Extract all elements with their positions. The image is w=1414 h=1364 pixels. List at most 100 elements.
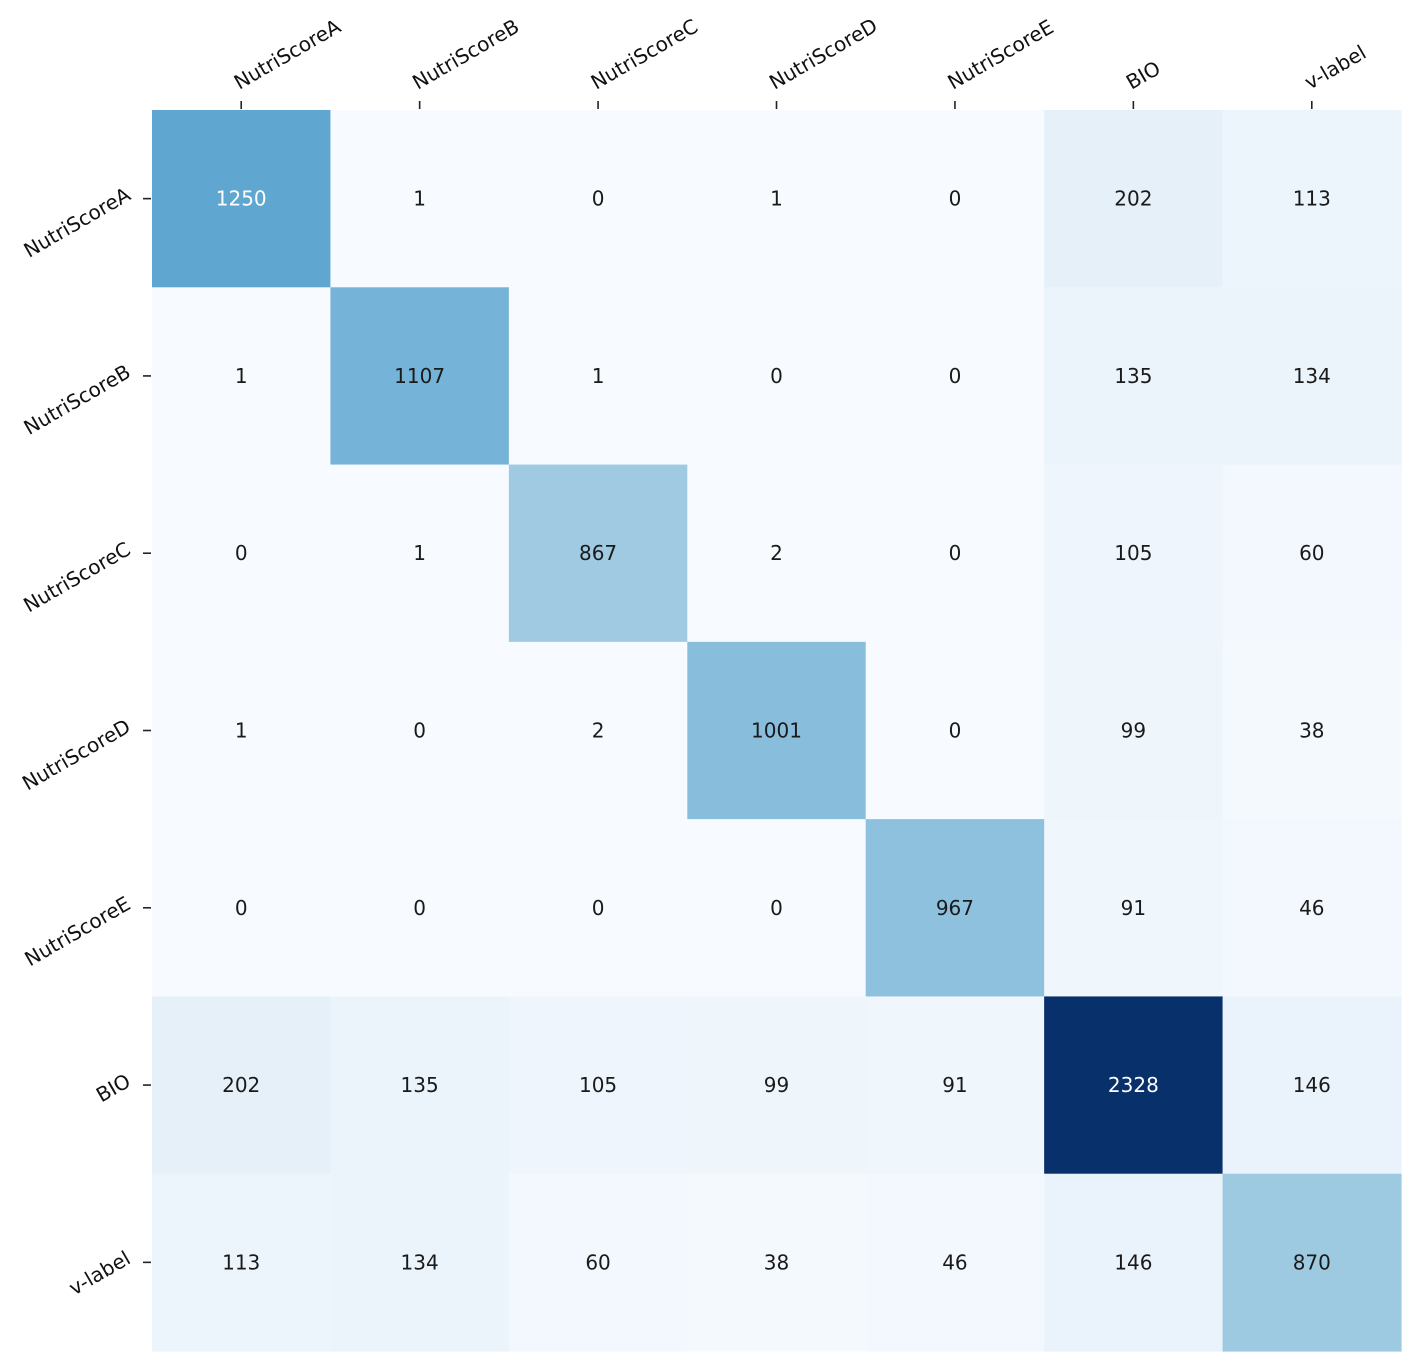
heatmap-cell-nutriscorea-v-label — [1222, 110, 1402, 288]
heatmap-cell-nutriscoree-nutriscoreb — [330, 819, 510, 998]
cell-value-nutriscorec-nutriscorea: 0 — [235, 541, 248, 565]
cell-value-bio-nutriscorea: 202 — [222, 1073, 260, 1097]
heatmap-cell-bio-nutriscoree — [865, 996, 1045, 1175]
heatmap-cell-nutriscorea-nutriscorea — [152, 110, 332, 288]
heatmap-cell-nutriscorec-nutriscorec — [508, 464, 688, 643]
heatmap-cell-nutriscored-v-label — [1222, 641, 1402, 820]
heatmap-cell-nutriscored-nutriscorec — [508, 641, 688, 820]
y-tick-label-nutriscorea: NutriScoreA — [19, 182, 134, 262]
heatmap-cell-v-label-v-label — [1222, 1173, 1402, 1352]
cell-value-nutriscored-nutriscoree: 0 — [949, 719, 962, 743]
heatmap-cell-bio-v-label — [1222, 996, 1402, 1175]
cell-value-nutriscorea-nutriscored: 1 — [770, 187, 783, 211]
cell-value-v-label-nutriscorec: 60 — [585, 1250, 610, 1274]
heatmap-cell-nutriscorec-nutriscoree — [865, 464, 1045, 643]
cell-value-nutriscorea-nutriscoreb: 1 — [413, 187, 426, 211]
heatmap-cell-nutriscorec-nutriscoreb — [330, 464, 510, 643]
heatmap-cell-nutriscorec-bio — [1044, 464, 1224, 643]
heatmap-cell-nutriscoreb-bio — [1044, 287, 1224, 466]
cell-value-nutriscoreb-v-label: 134 — [1293, 364, 1331, 388]
y-tick-label-nutriscorec: NutriScoreC — [19, 537, 134, 617]
x-tick-label-v-label: v-label — [1300, 40, 1370, 94]
cell-value-nutriscoree-nutriscoreb: 0 — [413, 896, 426, 920]
heatmap-cell-nutriscoreb-v-label — [1222, 287, 1402, 466]
cell-value-v-label-bio: 146 — [1114, 1250, 1152, 1274]
heatmap-cell-v-label-nutriscorec — [508, 1173, 688, 1352]
heatmap-cell-bio-nutriscored — [687, 996, 867, 1175]
cell-value-nutriscoree-nutriscorea: 0 — [235, 896, 248, 920]
cell-value-bio-bio: 2328 — [1108, 1073, 1159, 1097]
y-tick-label-nutriscoreb: NutriScoreB — [19, 359, 134, 439]
x-tick-label-nutriscoree: NutriScoreE — [943, 15, 1057, 95]
x-axis-ticks: NutriScoreA NutriScoreB NutriScoreC NutriSc… — [230, 13, 1370, 109]
cell-value-v-label-v-label: 870 — [1293, 1250, 1331, 1274]
heatmap-cell-nutriscoreb-nutriscored — [687, 287, 867, 466]
heatmap-cell-nutriscorea-nutriscored — [687, 110, 867, 288]
cell-value-nutriscoreb-nutriscorec: 1 — [592, 364, 605, 388]
cell-value-nutriscoree-nutriscoree: 967 — [936, 896, 974, 920]
cell-value-nutriscoreb-nutriscoreb: 1107 — [394, 364, 445, 388]
y-tick-label-nutriscored: NutriScoreD — [18, 714, 135, 795]
cell-value-nutriscored-nutriscorea: 1 — [235, 719, 248, 743]
heatmap-cell-nutriscorea-nutriscorec — [508, 110, 688, 288]
heatmap-cell-nutriscorec-nutriscored — [687, 464, 867, 643]
cell-value-nutriscored-nutriscorec: 2 — [592, 719, 605, 743]
cell-labels-layer: 1250 1 0 1 0 202 113 1 1107 1 0 0 135 134 0 1 867 2 0 105 60… — [216, 187, 1331, 1275]
cell-value-nutriscoree-nutriscorec: 0 — [592, 896, 605, 920]
cell-value-v-label-nutriscored: 38 — [764, 1250, 789, 1274]
heatmap-cell-nutriscoree-nutriscorec — [508, 819, 688, 998]
heatmap-cell-nutriscoree-v-label — [1222, 819, 1402, 998]
cell-value-v-label-nutriscoree: 46 — [942, 1250, 967, 1274]
cell-value-nutriscored-nutriscoreb: 0 — [413, 719, 426, 743]
cell-value-nutriscorea-nutriscorea: 1250 — [216, 187, 267, 211]
heatmap-cell-nutriscoree-nutriscoree — [865, 819, 1045, 998]
cell-value-nutriscorec-nutriscoreb: 1 — [413, 541, 426, 565]
cell-value-nutriscored-nutriscored: 1001 — [751, 719, 802, 743]
cell-value-nutriscorec-nutriscoree: 0 — [949, 541, 962, 565]
cell-value-nutriscorea-bio: 202 — [1114, 187, 1152, 211]
cell-value-nutriscoreb-bio: 135 — [1114, 364, 1152, 388]
x-tick-label-bio: BIO — [1122, 56, 1165, 94]
cells-layer — [152, 110, 1402, 1352]
cell-value-bio-nutriscoree: 91 — [942, 1073, 967, 1097]
cell-value-nutriscoree-nutriscored: 0 — [770, 896, 783, 920]
cell-value-nutriscoree-bio: 91 — [1121, 896, 1146, 920]
heatmap-cell-nutriscored-bio — [1044, 641, 1224, 820]
heatmap-cell-nutriscored-nutriscoreb — [330, 641, 510, 820]
cell-value-nutriscoreb-nutriscoree: 0 — [949, 364, 962, 388]
heatmap-cell-bio-nutriscoreb — [330, 996, 510, 1175]
cell-value-nutriscorec-bio: 105 — [1114, 541, 1152, 565]
cell-value-nutriscorec-nutriscorec: 867 — [579, 541, 617, 565]
x-tick-label-nutriscored: NutriScoreD — [765, 13, 882, 94]
heatmap-cell-v-label-bio — [1044, 1173, 1224, 1352]
y-tick-label-nutriscoree: NutriScoreE — [20, 891, 134, 971]
y-tick-label-bio: BIO — [92, 1069, 135, 1107]
cell-value-nutriscorec-nutriscored: 2 — [770, 541, 783, 565]
heatmap-cell-bio-bio — [1044, 996, 1224, 1175]
cell-value-bio-nutriscored: 99 — [764, 1073, 789, 1097]
cell-value-v-label-nutriscorea: 113 — [222, 1250, 260, 1274]
heatmap-cell-nutriscoreb-nutriscorea — [152, 287, 332, 466]
cell-value-nutriscorec-v-label: 60 — [1299, 541, 1324, 565]
heatmap-cell-v-label-nutriscoree — [865, 1173, 1045, 1352]
heatmap-cell-v-label-nutriscorea — [152, 1173, 332, 1352]
cell-value-bio-nutriscoreb: 135 — [401, 1073, 439, 1097]
heatmap-cell-nutriscorea-bio — [1044, 110, 1224, 288]
cell-value-nutriscorea-nutriscoree: 0 — [949, 187, 962, 211]
y-axis-ticks: NutriScoreA NutriScoreB NutriScoreC NutriSc… — [18, 182, 151, 1300]
y-tick-label-v-label: v-label — [65, 1246, 135, 1300]
x-tick-label-nutriscorea: NutriScoreA — [230, 14, 345, 94]
cell-value-nutriscoreb-nutriscorea: 1 — [235, 364, 248, 388]
cell-value-nutriscored-bio: 99 — [1121, 719, 1146, 743]
heatmap-cell-nutriscoree-nutriscored — [687, 819, 867, 998]
heatmap-cell-nutriscored-nutriscored — [687, 641, 867, 820]
heatmap-cell-nutriscoreb-nutriscoree — [865, 287, 1045, 466]
heatmap-cell-nutriscoree-nutriscorea — [152, 819, 332, 998]
cell-value-nutriscorea-nutriscorec: 0 — [592, 187, 605, 211]
heatmap-cell-nutriscorea-nutriscoree — [865, 110, 1045, 288]
heatmap-cell-nutriscoreb-nutriscorec — [508, 287, 688, 466]
cell-value-v-label-nutriscoreb: 134 — [401, 1250, 439, 1274]
heatmap-cell-nutriscored-nutriscorea — [152, 641, 332, 820]
cell-value-nutriscorea-v-label: 113 — [1293, 187, 1331, 211]
